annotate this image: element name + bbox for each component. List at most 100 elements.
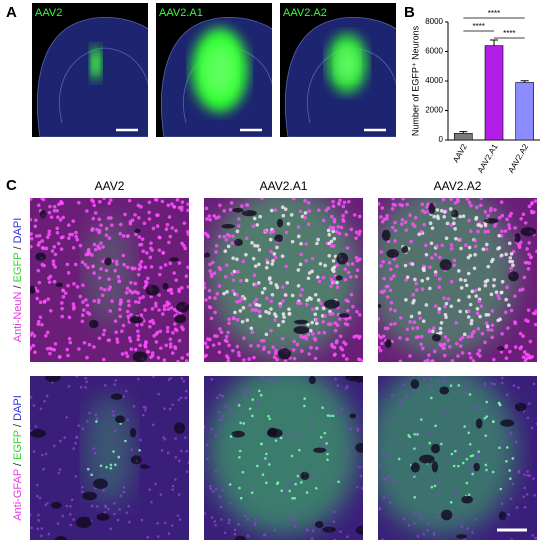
cell	[162, 307, 167, 312]
cell	[118, 307, 122, 312]
cell	[77, 424, 80, 427]
cell	[314, 317, 319, 322]
cell	[162, 436, 165, 439]
vessel	[293, 326, 310, 334]
cell	[470, 331, 475, 336]
cell	[348, 275, 353, 279]
cell	[439, 331, 443, 335]
cell	[523, 506, 527, 509]
cell	[345, 470, 349, 474]
cell	[290, 518, 293, 521]
cell	[391, 440, 394, 444]
cell	[138, 296, 142, 301]
cell	[393, 203, 397, 207]
cell	[233, 528, 237, 532]
cell	[250, 241, 254, 245]
cell	[264, 296, 269, 301]
cell	[108, 198, 113, 202]
cell	[140, 322, 144, 327]
cell	[274, 348, 278, 353]
cell	[504, 252, 508, 257]
cell	[86, 249, 91, 254]
cell	[273, 378, 277, 381]
cell	[206, 457, 209, 461]
cell	[290, 293, 295, 298]
cell	[81, 485, 84, 489]
cell	[467, 351, 472, 356]
cell	[310, 474, 313, 478]
cell	[209, 272, 214, 277]
cell	[323, 263, 327, 268]
cell	[152, 376, 155, 378]
vessel	[335, 275, 343, 281]
cell	[268, 237, 273, 242]
cell	[439, 321, 444, 325]
cell	[390, 207, 395, 211]
cell	[52, 279, 57, 284]
x-tick-label: AAV2	[451, 142, 469, 164]
cell	[421, 319, 426, 323]
vessel	[266, 428, 283, 438]
cell	[341, 353, 346, 358]
cell	[297, 472, 301, 476]
cell	[489, 259, 494, 264]
cell	[510, 259, 515, 264]
cell	[408, 320, 412, 324]
cell	[260, 376, 263, 379]
y-tick-label: 6000	[425, 47, 443, 56]
cell	[528, 402, 531, 405]
row-label: Anti-GFAP / EGFP / DAPI	[12, 395, 24, 521]
cell	[429, 241, 434, 246]
cell	[357, 232, 361, 237]
cell	[47, 280, 52, 284]
cell	[251, 414, 254, 418]
vessel	[30, 285, 36, 294]
cell	[180, 356, 184, 360]
cell	[123, 212, 127, 217]
cell	[357, 312, 362, 317]
cell	[250, 330, 255, 334]
cell	[162, 304, 167, 308]
cell	[207, 288, 212, 293]
cell	[388, 288, 393, 293]
cell	[311, 529, 315, 533]
cell	[30, 244, 33, 249]
cell	[466, 255, 471, 260]
cell	[346, 299, 351, 304]
cell	[469, 334, 474, 339]
cell	[255, 464, 259, 468]
cell	[440, 243, 445, 248]
row-label-part: DAPI	[12, 395, 24, 421]
cell	[95, 417, 99, 421]
cell	[257, 303, 262, 308]
cell	[248, 303, 252, 307]
cell	[404, 298, 408, 302]
cell	[405, 394, 408, 397]
cell	[58, 439, 62, 443]
vessel	[39, 210, 47, 219]
cell	[474, 405, 477, 408]
cell	[56, 522, 60, 525]
cell	[391, 416, 395, 420]
cell	[473, 252, 477, 257]
cell	[486, 213, 490, 218]
cell	[485, 415, 489, 418]
cell	[507, 241, 512, 246]
cell	[489, 206, 493, 211]
cell	[313, 312, 318, 317]
cell	[95, 420, 98, 423]
cell	[354, 236, 358, 240]
cell	[37, 233, 42, 238]
cell	[84, 376, 88, 380]
cell	[167, 378, 171, 382]
cell	[224, 404, 228, 408]
cell	[358, 357, 362, 362]
cell	[355, 309, 359, 314]
cell	[478, 203, 483, 208]
cell	[33, 224, 38, 229]
cell	[129, 312, 133, 317]
cell	[45, 394, 49, 398]
cell	[172, 307, 177, 312]
cell	[497, 233, 501, 238]
